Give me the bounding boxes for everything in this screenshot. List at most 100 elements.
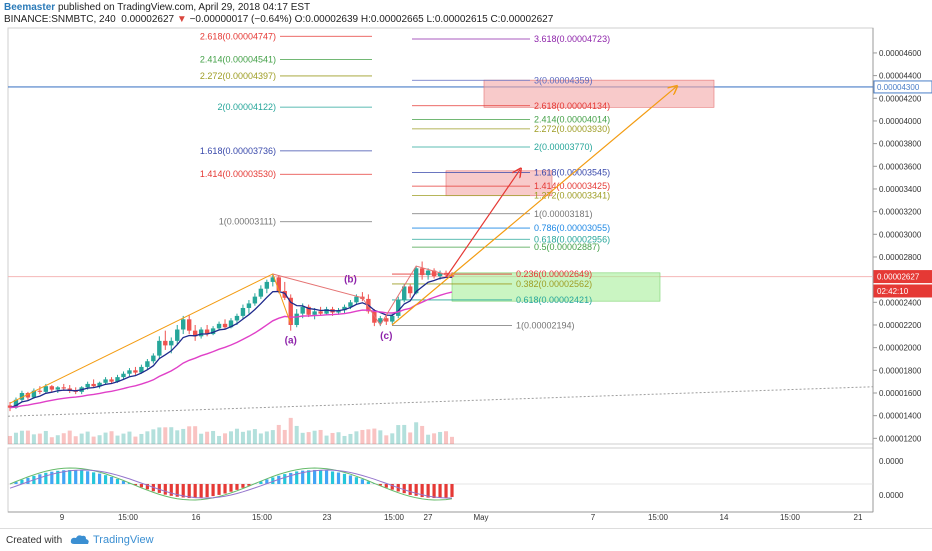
oscillator-bar — [432, 484, 435, 498]
volume-bar — [217, 436, 221, 444]
tradingview-brand[interactable]: TradingView — [70, 534, 154, 546]
volume-bar — [139, 434, 143, 444]
volume-bar — [199, 434, 203, 444]
volume-bar — [187, 426, 191, 444]
volume-bar — [151, 429, 155, 444]
y-tick-label: 0.00004400 — [879, 72, 922, 81]
oscillator-bar — [158, 484, 161, 493]
candle-body — [145, 361, 149, 367]
volume-bar — [145, 431, 149, 444]
candle-body — [259, 289, 263, 297]
candle-body — [127, 370, 131, 373]
x-tick-label: 14 — [720, 513, 729, 522]
oscillator-bar — [206, 484, 209, 497]
oscillator-bar — [235, 484, 238, 490]
candle-body — [151, 356, 155, 362]
y-tick-label: 0.00001600 — [879, 389, 922, 398]
volume-bar — [56, 435, 60, 444]
volume-bar — [163, 427, 167, 444]
oscillator-bar — [343, 474, 346, 484]
volume-bar — [32, 434, 36, 444]
volume-bar — [271, 430, 275, 444]
x-tick-label: 15:00 — [780, 513, 801, 522]
price-tag-label: 0.00004300 — [877, 83, 920, 92]
volume-bar — [360, 430, 364, 444]
fib-level-label: 1(0.00003111) — [219, 217, 276, 227]
retrace-level-label: 0.618(0.00002421) — [516, 295, 592, 305]
x-tick-label: 23 — [323, 513, 332, 522]
candle-body — [217, 324, 221, 329]
oscillator-bar — [80, 470, 83, 484]
candle-body — [295, 314, 299, 325]
oscillator-tick-label: 0.0000 — [879, 491, 904, 500]
volume-bar — [432, 433, 436, 444]
footer: Created with TradingView — [0, 528, 932, 551]
volume-bar — [205, 432, 209, 444]
fib-level-label: 0.5(0.00002887) — [534, 242, 600, 252]
oscillator-bar — [116, 479, 119, 484]
volume-bar — [74, 436, 78, 444]
volume-bar — [384, 435, 388, 444]
fib-level-label: 0.786(0.00003055) — [534, 223, 610, 233]
oscillator-bar — [403, 484, 406, 493]
candle-body — [253, 297, 257, 304]
volume-bar — [80, 434, 84, 444]
volume-bar — [396, 425, 400, 444]
oscillator-bar — [444, 484, 447, 498]
x-tick-label: 9 — [60, 513, 65, 522]
candle-body — [414, 268, 418, 293]
volume-bar — [319, 430, 323, 444]
fib-level-label: 3(0.00004359) — [534, 75, 593, 85]
volume-bar — [62, 433, 66, 444]
y-tick-label: 0.00002000 — [879, 344, 922, 353]
oscillator-pane[interactable] — [8, 448, 873, 512]
volume-bar — [127, 432, 131, 444]
candle-body — [241, 308, 245, 316]
volume-bar — [133, 437, 137, 444]
candle-body — [426, 271, 430, 276]
main-pane[interactable] — [8, 28, 873, 444]
volume-bar — [402, 425, 406, 444]
oscillator-bar — [44, 473, 47, 484]
fib-level-label: 2.414(0.00004541) — [200, 55, 276, 65]
candle-body — [109, 379, 113, 381]
oscillator-bar — [241, 484, 244, 488]
volume-bar — [378, 430, 382, 444]
x-tick-label: 15:00 — [648, 513, 669, 522]
wave-label: (c) — [380, 331, 392, 342]
candle-body — [169, 341, 173, 346]
volume-bar — [259, 433, 263, 444]
chart-canvas[interactable]: 0.000046000.000044000.000042000.00004000… — [0, 0, 932, 528]
oscillator-bar — [110, 477, 113, 484]
volume-bar — [50, 437, 54, 444]
volume-bar — [414, 422, 418, 444]
oscillator-bar — [450, 484, 453, 497]
retrace-level-label: 1(0.00002194) — [516, 321, 575, 331]
x-tick-label: 21 — [854, 513, 863, 522]
candle-body — [199, 330, 203, 337]
candle-body — [121, 374, 125, 377]
y-tick-label: 0.00003600 — [879, 162, 922, 171]
y-tick-label: 0.00003800 — [879, 140, 922, 149]
oscillator-bar — [361, 479, 364, 484]
candle-body — [85, 384, 89, 387]
volume-bar — [253, 429, 257, 444]
tradingview-brand-label: TradingView — [93, 534, 154, 546]
x-tick-label: 15:00 — [118, 513, 139, 522]
candle-body — [181, 319, 185, 329]
fib-level-label: 2.618(0.00004134) — [534, 101, 610, 111]
x-tick-label: May — [473, 513, 488, 522]
fib-level-label: 2.618(0.00004747) — [200, 31, 276, 41]
candle-body — [235, 316, 239, 321]
fib-level-label: 1.618(0.00003545) — [534, 168, 610, 178]
oscillator-bar — [385, 484, 388, 488]
oscillator-bar — [98, 474, 101, 484]
volume-bar — [342, 436, 346, 444]
oscillator-bar — [211, 484, 214, 496]
volume-bar — [301, 433, 305, 444]
candle-body — [354, 297, 358, 303]
volume-bar — [110, 431, 114, 444]
x-tick-label: 15:00 — [252, 513, 273, 522]
candle-body — [247, 303, 251, 308]
volume-bar — [283, 430, 287, 444]
